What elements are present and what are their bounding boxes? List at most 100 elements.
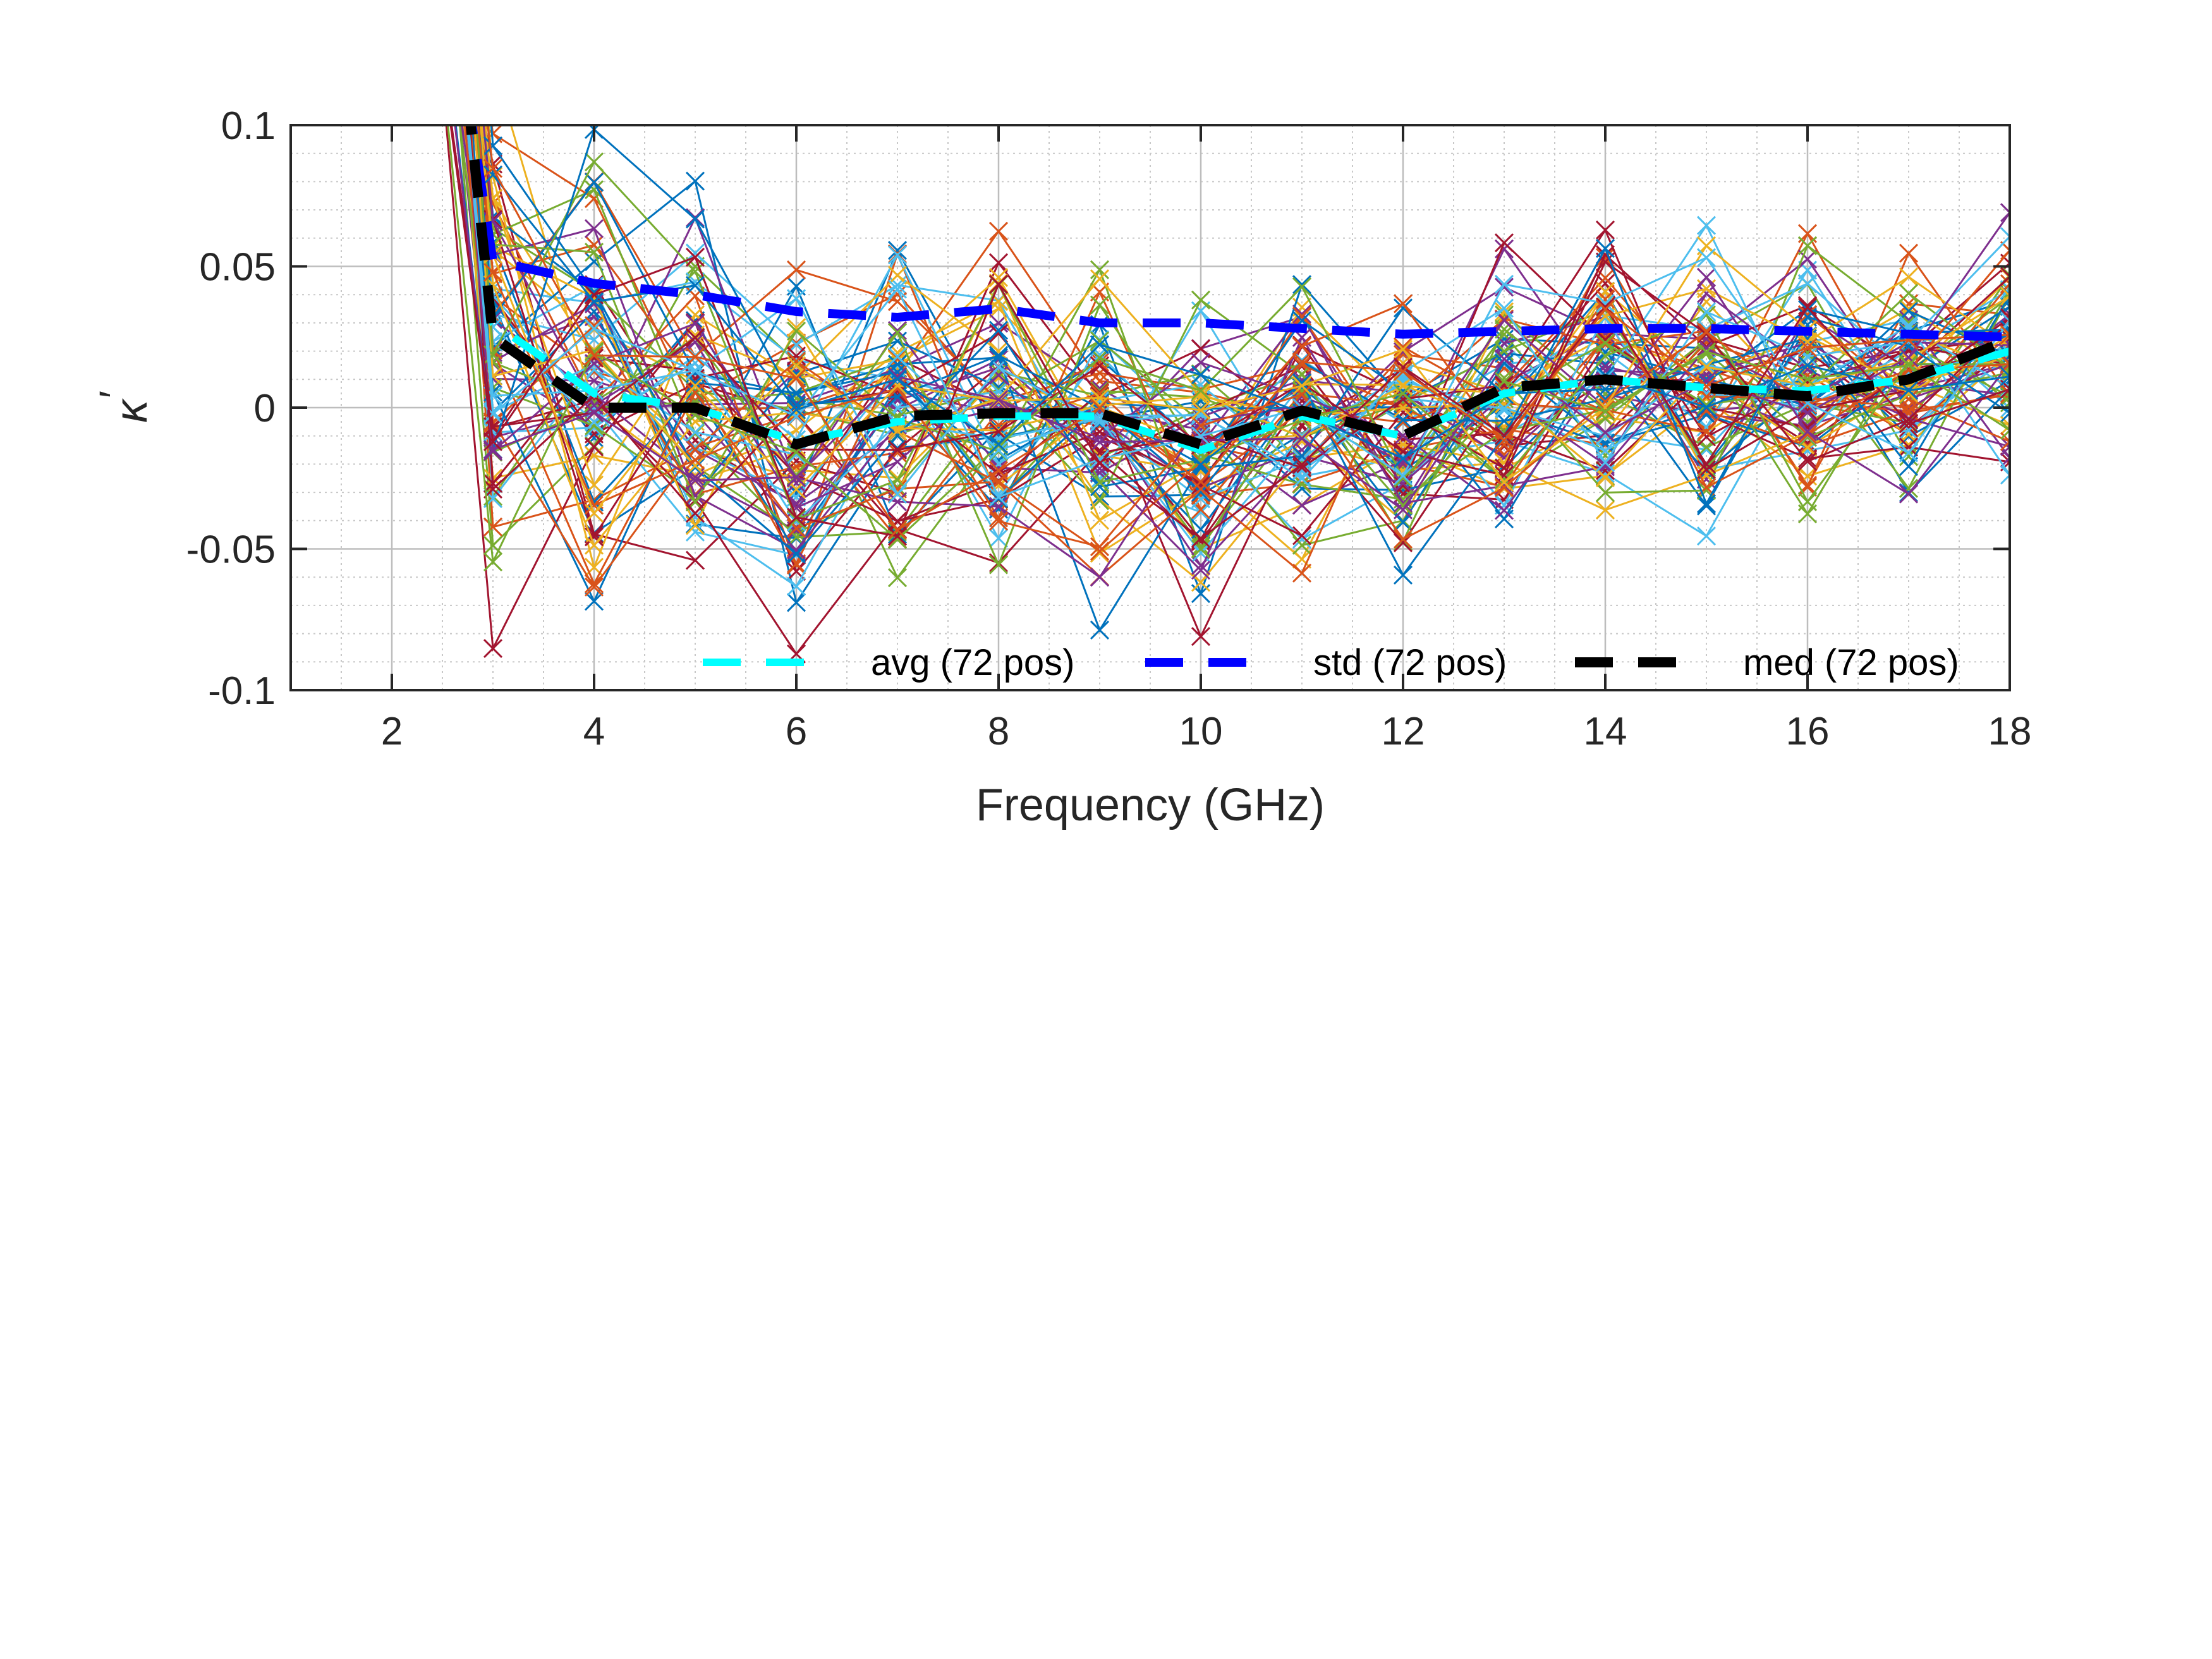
trace-marker bbox=[988, 365, 1009, 385]
trace-marker bbox=[1899, 478, 1919, 498]
trace-marker bbox=[786, 507, 806, 527]
trace-marker bbox=[1797, 249, 1818, 269]
x-tick-label: 18 bbox=[1988, 710, 2032, 753]
trace-marker bbox=[1292, 275, 1312, 295]
trace-marker bbox=[1899, 348, 1919, 367]
trace-marker bbox=[1090, 511, 1110, 530]
trace-marker bbox=[1494, 349, 1514, 369]
trace-marker bbox=[1899, 457, 1919, 477]
trace-marker bbox=[1191, 450, 1211, 470]
trace-marker bbox=[786, 576, 806, 596]
trace-marker bbox=[1393, 466, 1413, 485]
trace-marker bbox=[584, 292, 604, 312]
trace-marker bbox=[887, 323, 908, 343]
trace-marker bbox=[1292, 355, 1312, 375]
trace-marker bbox=[1393, 530, 1413, 549]
trace-marker bbox=[1494, 509, 1514, 529]
y-tick-label: 0 bbox=[254, 387, 276, 430]
trace-marker bbox=[1696, 216, 1717, 235]
trace-marker bbox=[1494, 319, 1514, 339]
trace-marker bbox=[887, 369, 908, 389]
trace-marker bbox=[1595, 274, 1615, 293]
trace-marker bbox=[1090, 459, 1110, 478]
trace-marker bbox=[1899, 267, 1919, 287]
trace-marker bbox=[988, 528, 1009, 548]
trace-marker bbox=[1292, 549, 1312, 569]
trace-marker bbox=[1696, 422, 1717, 442]
trace-marker bbox=[1494, 298, 1514, 318]
trace-marker bbox=[1899, 414, 1919, 434]
trace-marker bbox=[1494, 343, 1514, 363]
trace-marker bbox=[1595, 483, 1615, 502]
trace-marker bbox=[786, 289, 806, 308]
trace-marker bbox=[483, 262, 503, 282]
trace-marker bbox=[1393, 442, 1413, 461]
trace-marker bbox=[988, 511, 1009, 531]
trace-marker bbox=[1595, 453, 1615, 472]
trace-marker bbox=[1797, 452, 1818, 471]
trace-marker bbox=[1292, 385, 1312, 404]
trace-marker bbox=[1090, 260, 1110, 279]
trace-marker bbox=[685, 504, 705, 523]
trace-marker bbox=[483, 159, 503, 178]
trace-marker bbox=[1595, 220, 1615, 240]
trace-marker bbox=[1595, 268, 1615, 288]
trace-marker bbox=[1797, 338, 1818, 358]
trace-marker bbox=[584, 503, 604, 523]
trace-marker bbox=[1595, 252, 1615, 272]
trace-marker bbox=[1292, 469, 1312, 489]
trace-marker bbox=[483, 432, 503, 451]
trace-marker bbox=[483, 442, 503, 461]
trace-marker bbox=[1797, 274, 1818, 293]
trace-marker bbox=[1090, 454, 1110, 473]
trace-marker bbox=[1494, 476, 1514, 495]
trace-marker bbox=[1292, 563, 1312, 583]
trace-marker bbox=[1292, 526, 1312, 545]
trace-marker bbox=[1797, 422, 1818, 442]
trace-marker bbox=[786, 467, 806, 487]
trace-marker bbox=[1797, 236, 1818, 255]
trace-marker bbox=[786, 260, 806, 280]
summary-series bbox=[465, 125, 2010, 454]
x-tick-label: 12 bbox=[1382, 710, 1425, 753]
trace-marker bbox=[2000, 465, 2010, 485]
trace-marker bbox=[1090, 537, 1110, 557]
trace-marker bbox=[1191, 381, 1211, 401]
trace-marker bbox=[988, 253, 1009, 272]
trace-marker bbox=[786, 321, 806, 341]
y-axis-symbol: κ bbox=[106, 398, 157, 423]
trace-marker bbox=[887, 520, 908, 540]
trace-marker bbox=[887, 526, 908, 546]
trace-marker bbox=[988, 555, 1009, 574]
trace-marker bbox=[483, 639, 503, 659]
trace-marker bbox=[1191, 627, 1211, 647]
trace-marker bbox=[584, 173, 604, 192]
trace-marker bbox=[887, 568, 908, 588]
trace-marker bbox=[1090, 473, 1110, 492]
trace-marker bbox=[887, 492, 908, 511]
trace-marker bbox=[1494, 274, 1514, 294]
trace-marker bbox=[2000, 286, 2010, 306]
trace-marker bbox=[685, 522, 705, 542]
trace-marker bbox=[1090, 388, 1110, 408]
trace-marker bbox=[2000, 227, 2010, 246]
trace-marker bbox=[483, 552, 503, 572]
trace-marker bbox=[1696, 319, 1717, 339]
trace-marker bbox=[1090, 432, 1110, 452]
trace-marker bbox=[1899, 389, 1919, 409]
trace-marker bbox=[2000, 367, 2010, 386]
trace-marker bbox=[2000, 267, 2010, 286]
trace-marker bbox=[1090, 348, 1110, 368]
x-axis-title: Frequency (GHz) bbox=[976, 780, 1325, 830]
trace-marker bbox=[1595, 293, 1615, 313]
trace-marker bbox=[1899, 383, 1919, 403]
trace-marker bbox=[1393, 384, 1413, 403]
trace-marker bbox=[1191, 452, 1211, 471]
trace-marker bbox=[2000, 437, 2010, 456]
trace-marker bbox=[1696, 395, 1717, 415]
trace-marker bbox=[1899, 443, 1919, 463]
trace-marker bbox=[685, 276, 705, 295]
trace-marker bbox=[483, 404, 503, 423]
trace-marker bbox=[2000, 360, 2010, 379]
trace-marker bbox=[1899, 484, 1919, 504]
